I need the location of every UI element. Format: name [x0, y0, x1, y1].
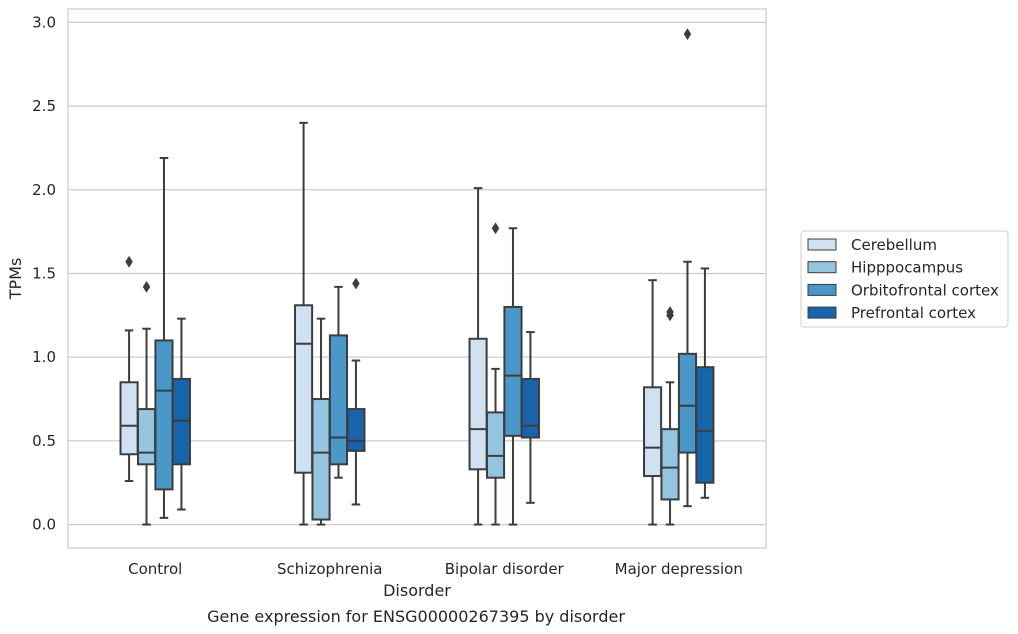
box-body — [643, 386, 663, 478]
y-tick-label: 0.0 — [32, 516, 56, 534]
x-tick-label: Control — [128, 560, 182, 578]
y-axis-label: TPMs — [6, 258, 25, 301]
box-body — [294, 304, 314, 474]
legend-swatch — [807, 283, 837, 296]
box-body — [136, 408, 157, 466]
y-tick-label: 1.5 — [32, 264, 56, 282]
chart-caption: Gene expression for ENSG00000267395 by d… — [207, 607, 625, 626]
legend-label: Cerebellum — [851, 236, 937, 254]
x-tick-label: Major depression — [615, 560, 743, 578]
x-tick-label: Schizophrenia — [277, 560, 382, 578]
box-cerebellum — [643, 279, 663, 526]
y-tick-label: 2.0 — [32, 181, 56, 199]
outlier-point — [491, 222, 500, 235]
box-orbitofrontal-cortex — [154, 156, 174, 519]
box-body — [328, 334, 349, 466]
x-axis-label: Disorder — [383, 581, 451, 600]
legend: Cerebellum Hipppocampus Orbitofrontal cort… — [800, 230, 1009, 328]
box-orbitofrontal-cortex — [328, 285, 349, 479]
box-body — [677, 352, 698, 454]
box-body — [154, 339, 174, 491]
box-body — [503, 305, 523, 437]
box-body — [485, 411, 506, 479]
outlier-point — [666, 306, 674, 318]
y-axis-ticks: 0.0 0.5 1.0 1.5 2.0 2.5 3.0 — [32, 13, 56, 533]
legend-frame — [800, 230, 1009, 328]
box-prefrontal-cortex — [520, 331, 540, 504]
legend-swatch — [807, 238, 837, 251]
box-cerebellum — [119, 255, 139, 483]
box-prefrontal-cortex — [171, 317, 191, 511]
box-body — [520, 377, 540, 439]
y-tick-label: 2.5 — [32, 97, 56, 115]
legend-label: Hipppocampus — [851, 259, 963, 277]
box-plot-series — [119, 28, 715, 526]
x-axis-ticks: Control Schizophrenia Bipolar disorder Majo… — [128, 560, 743, 578]
box-body — [468, 337, 488, 471]
box-cerebellum — [468, 187, 488, 526]
x-tick-label: Bipolar disorder — [445, 560, 565, 578]
box-hipppocampus — [660, 306, 680, 526]
box-orbitofrontal-cortex — [503, 227, 523, 526]
box-body — [346, 408, 366, 452]
outlier-point — [142, 280, 151, 293]
legend-swatch — [807, 306, 837, 319]
box-body — [119, 381, 139, 456]
outlier-point — [683, 28, 692, 41]
box-hipppocampus — [136, 280, 157, 526]
box-prefrontal-cortex — [346, 277, 366, 506]
y-tick-label: 1.0 — [32, 348, 56, 366]
legend-label: Orbitofrontal cortex — [851, 281, 999, 299]
plot-area-frame — [67, 8, 767, 549]
legend-label: Prefrontal cortex — [851, 304, 976, 322]
box-body — [660, 428, 680, 501]
y-tick-label: 0.5 — [32, 432, 56, 450]
box-body — [695, 366, 715, 484]
box-body — [311, 398, 331, 521]
box-orbitofrontal-cortex — [677, 28, 698, 508]
box-prefrontal-cortex — [695, 267, 715, 499]
outlier-point — [352, 277, 360, 290]
outlier-point — [125, 255, 133, 268]
y-tick-label: 3.0 — [32, 13, 56, 31]
box-hipppocampus — [311, 317, 331, 526]
legend-swatch — [807, 261, 837, 274]
box-hipppocampus — [485, 222, 506, 526]
box-cerebellum — [294, 121, 314, 526]
